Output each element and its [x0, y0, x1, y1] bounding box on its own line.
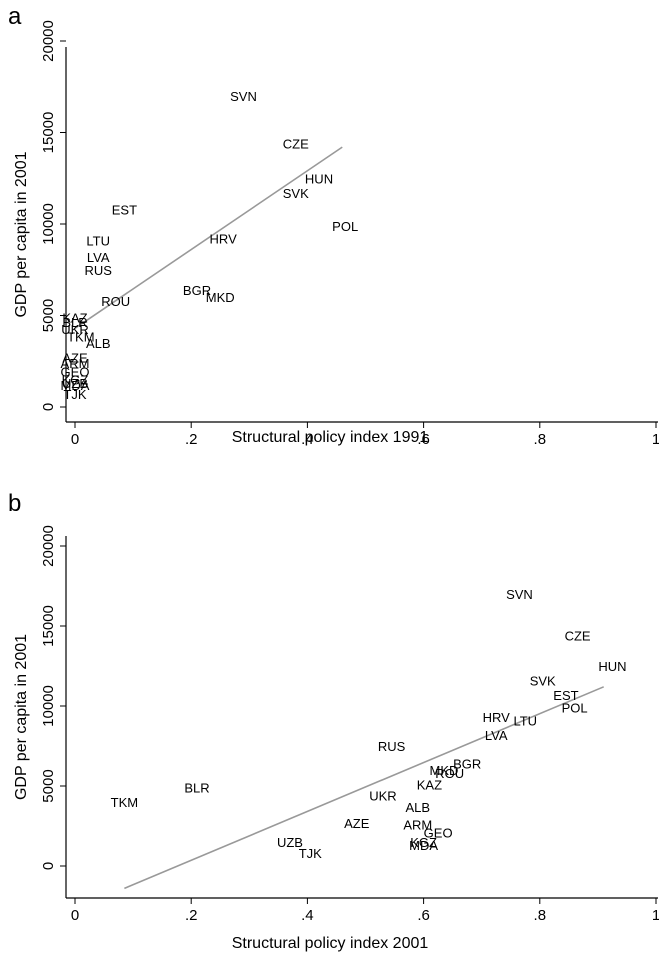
x-tick-label: .2 — [185, 907, 198, 924]
y-tick-label: 10000 — [40, 203, 57, 245]
x-axis-title: Structural policy index 2001 — [232, 935, 429, 952]
country-label-kgz: KGZ — [410, 835, 437, 850]
country-label-tkm: TKM — [67, 330, 94, 345]
country-label-hun: HUN — [598, 659, 626, 674]
country-label-geo: GEO — [61, 364, 90, 379]
y-tick-label: 15000 — [40, 605, 57, 647]
x-tick-label: .6 — [417, 431, 430, 448]
country-label-pol: POL — [332, 219, 358, 234]
y-axis-title: GDP per capita in 2001 — [13, 151, 30, 317]
country-label-svn: SVN — [230, 89, 257, 104]
country-label-tjk: TJK — [299, 846, 322, 861]
country-label-arm: ARM — [61, 356, 90, 371]
country-label-mkd: MKD — [429, 763, 458, 778]
x-tick-label: .2 — [185, 431, 198, 448]
country-label-svn: SVN — [506, 587, 533, 602]
country-label-rus: RUS — [378, 739, 406, 754]
x-tick-label: .6 — [417, 907, 430, 924]
country-label-cze: CZE — [283, 136, 309, 151]
country-label-ukr: UKR — [369, 789, 396, 804]
country-label-tkm: TKM — [111, 795, 138, 810]
country-label-blr: BLR — [62, 315, 87, 330]
x-axis-title: Structural policy index 1991 — [232, 429, 429, 446]
country-label-arm: ARM — [403, 817, 432, 832]
panel-letter: a — [8, 3, 22, 30]
x-tick-label: 0 — [71, 907, 79, 924]
country-label-hrv: HRV — [210, 232, 238, 247]
country-label-lva: LVA — [485, 728, 508, 743]
country-label-est: EST — [112, 202, 137, 217]
country-label-uzb: UZB — [62, 376, 88, 391]
country-label-alb: ALB — [86, 336, 111, 351]
y-axis-title: GDP per capita in 2001 — [13, 634, 30, 800]
country-label-svk: SVK — [530, 673, 556, 688]
country-label-rou: ROU — [435, 766, 464, 781]
y-tick-label: 0 — [40, 403, 57, 411]
country-label-bgr: BGR — [453, 757, 481, 772]
fit-line — [74, 146, 343, 329]
country-label-mda: MDA — [409, 838, 438, 853]
country-label-kgz: KGZ — [62, 373, 89, 388]
country-label-aze: AZE — [344, 816, 370, 831]
country-label-kaz: KAZ — [62, 310, 87, 325]
y-tick-label: 5000 — [40, 769, 57, 802]
country-label-cze: CZE — [565, 629, 591, 644]
country-label-uzb: UZB — [277, 835, 303, 850]
country-label-est: EST — [553, 688, 578, 703]
country-label-mda: MDA — [61, 378, 90, 393]
country-label-rus: RUS — [85, 263, 113, 278]
y-tick-label: 0 — [40, 862, 57, 870]
x-tick-label: .8 — [534, 431, 547, 448]
country-label-rou: ROU — [101, 294, 130, 309]
country-label-bgr: BGR — [183, 283, 211, 298]
chart-panel-a: a 0 5000 10000 15000 20000 0 .2 .4 .6 .8 1 Structura… — [8, 3, 659, 448]
country-label-svk: SVK — [283, 186, 309, 201]
country-label-blr: BLR — [184, 781, 209, 796]
y-tick-label: 15000 — [40, 112, 57, 154]
y-tick-label: 20000 — [40, 20, 57, 62]
panel-letter: b — [8, 490, 21, 517]
country-label-ltu: LTU — [513, 713, 537, 728]
x-tick-label: 0 — [71, 431, 79, 448]
country-label-tjk: TJK — [63, 387, 86, 402]
y-tick-label: 20000 — [40, 525, 57, 567]
country-label-geo: GEO — [424, 825, 453, 840]
chart-panel-b: b 0 5000 10000 15000 20000 0 .2 .4 .6 .8 1 Structura… — [8, 490, 659, 952]
country-label-alb: ALB — [406, 800, 431, 815]
x-tick-label: .4 — [301, 431, 314, 448]
y-tick-label: 5000 — [40, 299, 57, 332]
country-label-mkd: MKD — [206, 290, 235, 305]
fit-line — [124, 686, 605, 890]
country-label-kaz: KAZ — [417, 777, 442, 792]
country-label-hun: HUN — [305, 171, 333, 186]
x-tick-label: .4 — [301, 907, 314, 924]
y-tick-label: 10000 — [40, 685, 57, 727]
x-tick-label: 1 — [652, 907, 659, 924]
country-label-ukr: UKR — [61, 322, 88, 337]
x-tick-label: 1 — [652, 431, 659, 448]
country-label-lva: LVA — [87, 250, 110, 265]
country-label-ltu: LTU — [86, 233, 110, 248]
country-label-aze: AZE — [62, 351, 88, 366]
country-label-hrv: HRV — [483, 710, 511, 725]
x-tick-label: .8 — [534, 907, 547, 924]
country-label-pol: POL — [562, 701, 588, 716]
